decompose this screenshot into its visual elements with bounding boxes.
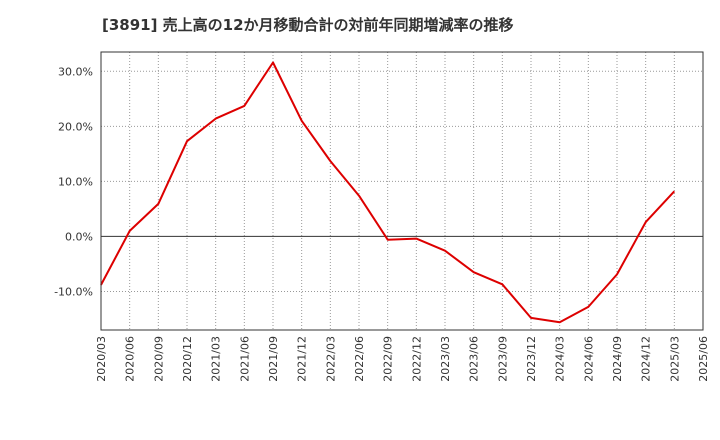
x-tick-label: 2021/03 (210, 336, 223, 382)
grid-layer (101, 52, 703, 330)
x-tick-label: 2020/03 (95, 336, 108, 382)
x-tick-label: 2025/06 (697, 336, 710, 382)
y-tick-label: 30.0% (58, 65, 93, 78)
x-axis-labels: 2020/03 2020/06 2020/09 2020/12 2021/03 2021/… (95, 336, 710, 382)
x-tick-label: 2024/09 (611, 336, 624, 382)
y-tick-label: -10.0% (54, 285, 93, 298)
x-tick-label: 2023/09 (496, 336, 509, 382)
plot-frame (100, 51, 704, 331)
y-tick-label: 10.0% (58, 175, 93, 188)
x-tick-label: 2022/12 (410, 336, 423, 382)
x-tick-label: 2021/06 (238, 336, 251, 382)
x-tick-label: 2025/03 (668, 336, 681, 382)
x-tick-label: 2024/06 (582, 336, 595, 382)
x-tick-label: 2023/12 (525, 336, 538, 382)
x-tick-label: 2021/12 (296, 336, 309, 382)
x-tick-label: 2024/03 (554, 336, 567, 382)
series-layer (100, 61, 676, 324)
plot-frame-layer (100, 51, 704, 331)
x-tick-label: 2020/06 (124, 336, 137, 382)
x-tick-label: 2020/12 (181, 336, 194, 382)
x-tick-label: 2023/03 (439, 336, 452, 382)
chart-title: [3891] 売上高の12か月移動合計の対前年同期増減率の推移 (102, 16, 514, 34)
x-tick-label: 2024/12 (640, 336, 653, 382)
x-tick-label: 2022/03 (324, 336, 337, 382)
x-tick-label: 2020/09 (152, 336, 165, 382)
y-tick-label: 0.0% (65, 230, 93, 243)
x-tick-label: 2022/09 (382, 336, 395, 382)
x-tick-label: 2021/09 (267, 336, 280, 382)
x-tick-label: 2023/06 (468, 336, 481, 382)
y-tick-label: 20.0% (58, 120, 93, 133)
x-tick-label: 2022/06 (353, 336, 366, 382)
y-axis-labels: 30.0% 20.0% 10.0% 0.0% -10.0% (54, 65, 93, 298)
